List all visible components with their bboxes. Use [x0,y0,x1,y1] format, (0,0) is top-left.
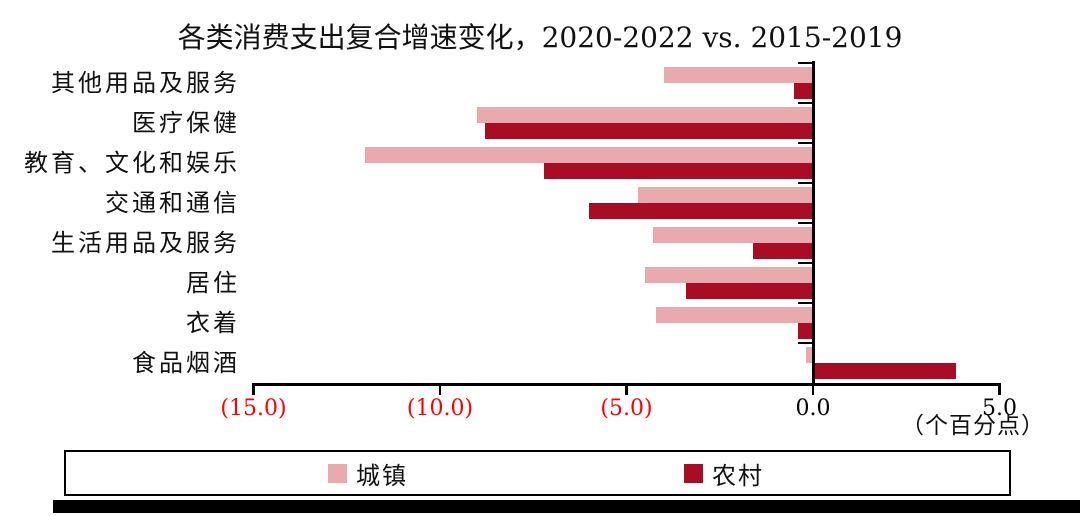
x-axis-tick [811,383,815,395]
bar-urban [805,347,813,363]
bar-rural [753,243,813,259]
x-axis-tick-label: (10.0) [406,396,474,421]
category-label: 医疗保健 [132,109,240,137]
category-axis-tick [797,181,812,184]
x-axis-tick [438,383,442,395]
bar-urban [477,107,813,123]
category-label: 交通和通信 [105,189,240,217]
x-axis-tick-label: (5.0) [600,396,653,421]
chart-title: 各类消费支出复合增速变化，2020-2022 vs. 2015-2019 [177,21,903,54]
category-axis-tick [797,61,812,64]
legend: 城镇 农村 [64,450,1011,496]
x-axis-tick-label: 5.0 [982,396,1017,421]
category-label: 居住 [186,269,240,297]
urban-swatch-icon [328,463,347,483]
category-label: 教育、文化和娱乐 [24,149,240,177]
bar-urban [663,67,813,83]
x-axis-tick [625,383,628,395]
axis-unit-label: （个百分点） [901,413,1045,439]
bar-rural [686,283,813,299]
bar-rural [544,163,813,179]
legend-item-rural: 农村 [684,452,764,494]
bar-rural [484,123,813,139]
bar-urban [365,147,813,163]
x-axis-tick [998,383,1001,395]
bar-urban [645,267,813,283]
legend-label-rural: 农村 [712,461,764,490]
bar-urban [652,227,813,243]
category-axis-tick [797,101,812,104]
rural-swatch-icon [684,463,703,483]
x-axis-tick [252,383,255,395]
bar-rural [589,203,813,219]
category-axis-tick [797,301,812,304]
legend-label-urban: 城镇 [356,461,408,490]
category-label: 衣着 [186,309,240,337]
category-axis-tick [797,261,812,264]
category-axis-tick [797,141,812,144]
category-label: 其他用品及服务 [51,69,240,97]
bar-urban [656,307,813,323]
bar-rural [814,363,957,379]
x-axis-tick-label: (15.0) [220,396,287,421]
bar-rural [794,83,813,99]
category-axis-tick [797,341,812,344]
y-axis-line [811,61,815,386]
category-label: 食品烟酒 [132,349,240,377]
bottom-black-bar [53,500,1080,513]
legend-item-urban: 城镇 [328,452,408,494]
category-axis-tick [797,221,812,224]
bar-rural [798,323,813,339]
x-axis-tick-label: 0.0 [795,396,831,421]
category-label: 生活用品及服务 [51,229,240,257]
bar-urban [637,187,813,203]
